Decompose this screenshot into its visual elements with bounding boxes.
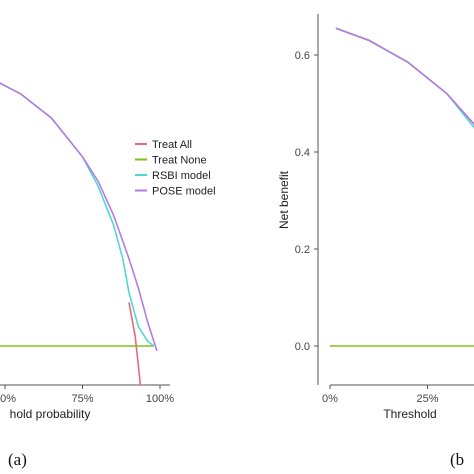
x-tick-label-b-1: 25% — [416, 393, 438, 405]
series-line-a-pose-model — [0, 82, 158, 352]
x-tick-label-a-2: 100% — [146, 393, 174, 405]
y-axis-title-b: Net benefit — [277, 170, 291, 229]
chart-a: 50% 75% 100% hold probability Treat All Treat… — [0, 82, 216, 421]
series-line-b-series-0 — [335, 27, 474, 126]
y-tick-label-b-2: 0.4 — [295, 147, 310, 159]
x-tick-label-a-0: 50% — [0, 393, 16, 405]
legend-label-pose-model: POSE model — [152, 186, 216, 198]
series-line-b-series-3 — [335, 27, 474, 126]
x-tick-label-a-1: 75% — [71, 393, 93, 405]
panel-label-a: (a) — [8, 450, 27, 469]
series-line-b-series-2 — [335, 27, 474, 129]
series-line-a-rsbi-model — [0, 82, 155, 347]
y-tick-label-b-3: 0.6 — [295, 50, 310, 62]
x-axis-title-b: Threshold — [383, 407, 436, 421]
panel-label-b: (b — [450, 450, 465, 469]
y-tick-label-b-0: 0.0 — [295, 341, 310, 353]
series-line-a-treat-all — [128, 302, 141, 385]
x-axis-title-a: hold probability — [10, 407, 91, 421]
y-tick-label-b-1: 0.2 — [295, 244, 310, 256]
legend-label-treat-none: Treat None — [152, 155, 207, 167]
legend-label-treat-all: Treat All — [152, 139, 192, 151]
x-tick-label-b-0: 0% — [322, 393, 338, 405]
legend-label-rsbi-model: RSBI model — [152, 170, 211, 182]
